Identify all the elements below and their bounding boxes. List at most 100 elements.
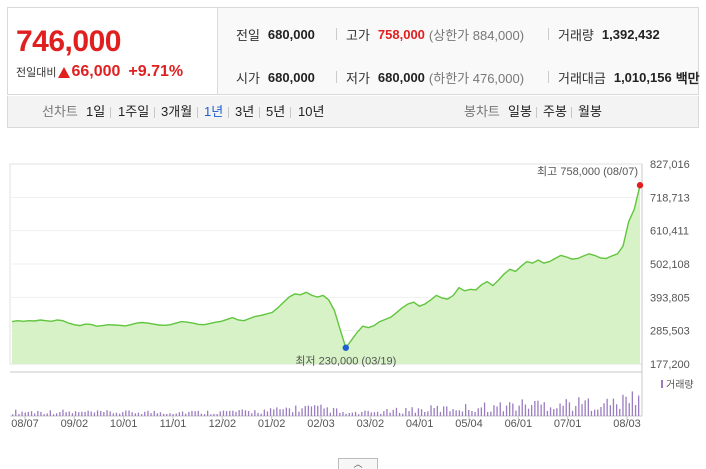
x-tick-label: 05/04 (455, 418, 483, 430)
tab-daily[interactable]: 일봉 (508, 104, 532, 119)
volume-bar (452, 409, 454, 416)
y-axis-labels: 827,016 718,713 610,411 502,108 393,805 285,5… (650, 159, 690, 371)
volume-bar (345, 413, 347, 416)
volume-bar (279, 409, 281, 416)
x-axis-labels: 08/07 09/02 10/01 11/01 12/02 01/02 02/03 03/02… (11, 416, 641, 430)
volume-bar (358, 414, 360, 416)
volume-bar (288, 408, 291, 416)
volume-bar (185, 413, 187, 416)
price-line (11, 185, 641, 350)
quote-panel: 746,000 전일대비 66,000 +9.71% 전일 680,000 고가… (7, 7, 700, 95)
amount-cell: 거래대금 1,010,156 백만 (558, 68, 700, 87)
volume-bar (499, 402, 501, 416)
volume-bar (222, 410, 225, 416)
volume-bar (398, 412, 401, 416)
volume-bar (71, 413, 74, 416)
price-chart[interactable]: 827,016 718,713 610,411 502,108 393,805 285,5… (0, 140, 706, 458)
volume-bar (461, 411, 464, 416)
volume-bar (342, 412, 344, 416)
volume-bar (609, 405, 611, 416)
tab-monthly[interactable]: 월봉 (578, 104, 602, 119)
x-tick-label: 07/01 (554, 418, 582, 430)
tab-3m[interactable]: 3개월 (161, 104, 193, 119)
volume-bar (235, 411, 237, 416)
volume-bar (471, 411, 473, 416)
volume-bar (169, 413, 171, 416)
divider (336, 71, 337, 83)
tab-1d[interactable]: 1일 (86, 104, 106, 119)
upper-limit-text: (상한가 884,000) (428, 28, 525, 43)
volume-bar (78, 412, 80, 416)
volume-label: 거래량 (558, 28, 594, 43)
tab-1y[interactable]: 1년 (204, 104, 224, 119)
expand-button[interactable]: ︿ (338, 458, 378, 469)
volume-bar (225, 411, 228, 416)
tab-5y[interactable]: 5년 (266, 104, 286, 119)
volume-bar (373, 412, 376, 416)
volume-bar (304, 406, 306, 416)
x-tick-label: 09/02 (61, 418, 89, 430)
volume-bar (269, 408, 272, 416)
volume-bar (587, 398, 589, 416)
volume-bar (49, 410, 51, 416)
quote-info-grid: 전일 680,000 고가 758,000 (상한가 884,000) 거래량 … (218, 8, 700, 94)
volume-bar (336, 408, 338, 416)
volume-bar (12, 414, 14, 416)
volume-bar (603, 403, 605, 416)
volume-bar (443, 406, 445, 416)
open-label: 시가 (236, 71, 260, 86)
high-label: 고가 (346, 28, 370, 43)
volume-bar (386, 409, 388, 416)
x-tick-label: 08/03 (613, 418, 641, 430)
low-annotation: 최저 230,000 (03/19) (295, 355, 396, 368)
volume-bar (361, 411, 363, 416)
volume-bar (458, 410, 460, 416)
low-value: 680,000 (377, 70, 425, 85)
volume-bar (562, 405, 564, 416)
volume-bar (502, 411, 504, 416)
divider (259, 107, 260, 118)
volume-bar (46, 413, 48, 416)
volume-bar (197, 410, 199, 416)
divider (197, 107, 198, 118)
volume-bar (616, 404, 618, 416)
volume-bar (276, 407, 278, 416)
tab-1w[interactable]: 1주일 (118, 104, 150, 119)
volume-bar (307, 405, 309, 416)
low-label: 저가 (346, 71, 370, 86)
volume-bar (606, 398, 608, 416)
candle-chart-label: 봉차트 (464, 104, 500, 119)
y-tick-label: 827,016 (650, 159, 690, 171)
line-chart-label: 선차트 (42, 104, 78, 119)
volume-bar (424, 412, 426, 416)
volume-bar (427, 411, 429, 416)
volume-bar (34, 413, 36, 416)
volume-bar (241, 409, 243, 416)
divider (548, 28, 549, 40)
lower-limit-text: (하한가 476,000) (428, 71, 525, 86)
volume-bar (433, 408, 435, 416)
volume-bar (188, 411, 190, 416)
volume-bar (232, 410, 234, 416)
prev-close-label: 전일 (236, 28, 260, 43)
volume-bar (52, 414, 55, 416)
volume-bar (578, 397, 580, 416)
volume-bar (367, 410, 369, 416)
volume-bar (414, 412, 416, 416)
volume-bar (575, 406, 577, 416)
volume-bar (15, 409, 17, 416)
volume-bar (389, 412, 391, 416)
x-tick-label: 04/01 (406, 418, 434, 430)
volume-bar (125, 410, 127, 416)
volume-bar (521, 399, 523, 416)
volume-bar (402, 413, 404, 416)
amount-value: 1,010,156 (613, 70, 672, 85)
tab-10y[interactable]: 10년 (298, 104, 325, 119)
divider (154, 107, 155, 118)
x-tick-label: 06/01 (505, 418, 533, 430)
tab-3y[interactable]: 3년 (235, 104, 255, 119)
volume-bar (251, 413, 253, 416)
tab-weekly[interactable]: 주봉 (543, 104, 567, 119)
volume-bar (594, 409, 596, 416)
volume-bar (74, 411, 77, 416)
